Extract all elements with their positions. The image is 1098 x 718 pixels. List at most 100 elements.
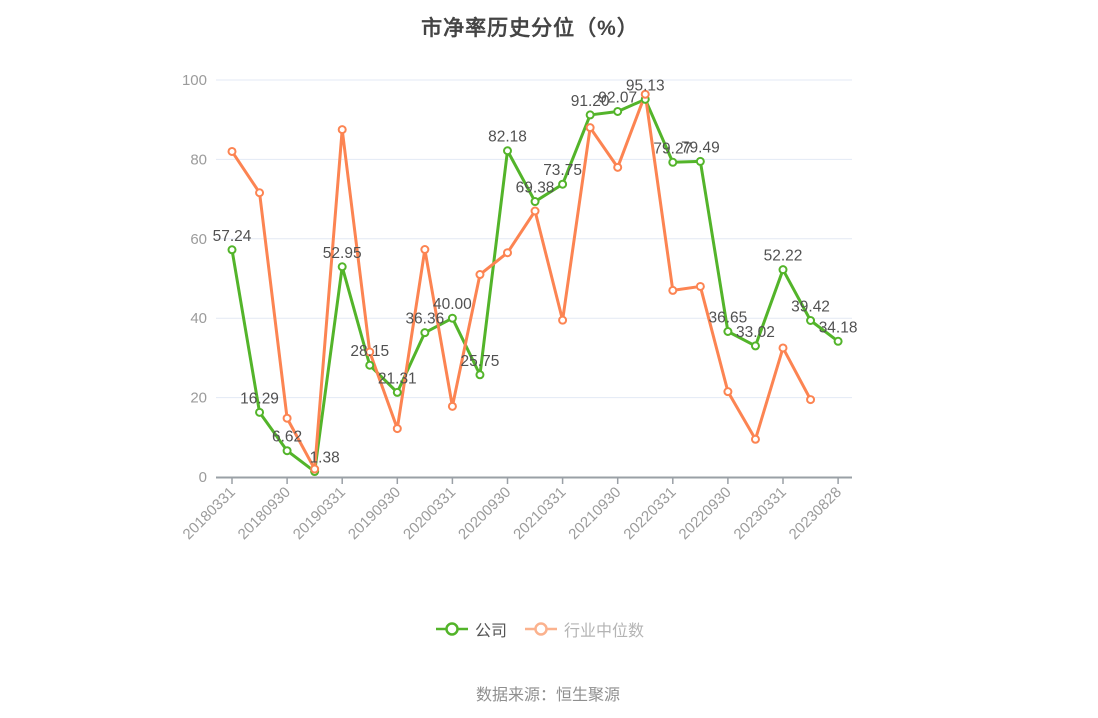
data-point-value-label: 36.36 bbox=[405, 311, 444, 328]
y-axis-labels: 0 20 40 60 80 100 bbox=[182, 72, 207, 486]
data-point-company[interactable] bbox=[475, 370, 485, 380]
series-company-markers bbox=[227, 94, 843, 477]
svg-text:20230828: 20230828 bbox=[786, 484, 845, 543]
data-point-median[interactable] bbox=[723, 387, 733, 397]
data-point-company[interactable] bbox=[282, 446, 292, 456]
data-point-value-label: 28.15 bbox=[350, 343, 389, 360]
series-median-line bbox=[230, 92, 813, 471]
x-axis-labels: 2018033120180930201903312019093020200331… bbox=[180, 484, 845, 543]
data-point-company[interactable] bbox=[750, 341, 760, 351]
data-point-median[interactable] bbox=[255, 188, 265, 198]
data-point-company[interactable] bbox=[503, 146, 512, 156]
svg-text:20220930: 20220930 bbox=[676, 484, 735, 543]
data-point-company[interactable] bbox=[695, 156, 705, 166]
data-point-median[interactable] bbox=[447, 401, 457, 411]
data-point-median[interactable] bbox=[475, 270, 485, 280]
data-point-median[interactable] bbox=[365, 347, 375, 357]
data-point-median[interactable] bbox=[750, 434, 760, 444]
data-point-median[interactable] bbox=[695, 281, 705, 291]
data-point-median[interactable] bbox=[282, 413, 292, 423]
data-point-company[interactable] bbox=[585, 110, 595, 120]
y-gridlines bbox=[216, 79, 852, 399]
svg-text:20200930: 20200930 bbox=[455, 484, 514, 543]
data-point-median[interactable] bbox=[640, 89, 650, 99]
legend-item-label: 行业中位数 bbox=[564, 623, 645, 640]
data-point-value-label: 57.24 bbox=[213, 228, 252, 245]
legend-line-marker-icon bbox=[525, 622, 557, 636]
svg-text:60: 60 bbox=[190, 231, 207, 248]
svg-text:20: 20 bbox=[190, 390, 207, 407]
svg-text:20220331: 20220331 bbox=[620, 484, 679, 543]
data-point-value-label: 73.75 bbox=[543, 162, 582, 179]
data-point-value-label: 40.00 bbox=[433, 296, 472, 313]
data-point-company[interactable] bbox=[420, 328, 430, 338]
chart-legend: 公司 行业中位数 bbox=[0, 615, 1080, 643]
legend-item-company[interactable]: 公司 bbox=[435, 617, 507, 641]
data-point-company[interactable] bbox=[723, 326, 733, 336]
data-point-company[interactable] bbox=[447, 313, 457, 323]
data-point-value-label: 34.18 bbox=[819, 319, 858, 336]
data-point-company[interactable] bbox=[255, 407, 265, 417]
data-point-median[interactable] bbox=[558, 315, 568, 325]
data-point-value-label: 82.18 bbox=[488, 129, 527, 146]
legend-item-label: 公司 bbox=[474, 623, 507, 640]
data-point-value-label: 6.62 bbox=[272, 429, 302, 446]
data-point-value-label: 16.29 bbox=[240, 390, 279, 407]
data-point-median[interactable] bbox=[503, 248, 512, 258]
data-point-company[interactable] bbox=[778, 265, 788, 275]
svg-text:80: 80 bbox=[190, 151, 207, 168]
data-point-value-label: 79.27 bbox=[653, 140, 692, 157]
series-company-value-labels: 57.24 16.29 6.62 1.38 52.95 28.15 21.31 36.3640… bbox=[213, 77, 858, 466]
svg-text:40: 40 bbox=[190, 310, 207, 327]
legend-item-median[interactable]: 行业中位数 bbox=[525, 617, 644, 641]
data-point-value-label: 92.07 bbox=[598, 89, 637, 106]
data-point-value-label: 33.02 bbox=[736, 324, 775, 341]
data-point-company[interactable] bbox=[227, 245, 237, 255]
data-point-value-label: 21.31 bbox=[378, 370, 417, 387]
data-point-company[interactable] bbox=[613, 106, 623, 116]
svg-text:20210930: 20210930 bbox=[565, 484, 624, 543]
data-point-value-label: 36.65 bbox=[709, 309, 748, 326]
data-point-median[interactable] bbox=[778, 343, 788, 353]
data-point-median[interactable] bbox=[337, 125, 347, 135]
svg-text:0: 0 bbox=[199, 469, 207, 486]
data-point-value-label: 95.13 bbox=[626, 77, 665, 94]
data-point-company[interactable] bbox=[392, 387, 402, 397]
data-point-median[interactable] bbox=[420, 245, 430, 255]
data-point-value-label: 91.20 bbox=[571, 93, 610, 110]
data-point-company[interactable] bbox=[668, 157, 678, 167]
data-point-value-label: 79.49 bbox=[681, 139, 720, 156]
line-chart-canvas: 0 20 40 60 80 100 2018033120180930201903312019… bbox=[180, 72, 858, 543]
x-axis-ticks bbox=[231, 478, 839, 484]
data-point-company[interactable] bbox=[558, 179, 568, 189]
data-point-company[interactable] bbox=[833, 336, 843, 346]
data-point-median[interactable] bbox=[310, 464, 320, 474]
data-point-company[interactable] bbox=[806, 316, 816, 326]
data-point-median[interactable] bbox=[392, 424, 402, 434]
data-point-median[interactable] bbox=[806, 395, 816, 405]
svg-text:20200331: 20200331 bbox=[400, 484, 459, 543]
svg-text:20230331: 20230331 bbox=[731, 484, 790, 543]
data-point-median[interactable] bbox=[585, 123, 595, 133]
data-point-company[interactable] bbox=[365, 360, 375, 370]
data-point-value-label: 39.42 bbox=[791, 299, 830, 316]
legend-line-marker-icon bbox=[435, 622, 468, 636]
data-point-value-label: 52.95 bbox=[323, 245, 362, 262]
data-point-value-label: 25.75 bbox=[461, 353, 500, 370]
data-point-company[interactable] bbox=[337, 262, 347, 272]
data-source-note: 数据来源：恒生聚源 bbox=[475, 687, 620, 704]
data-point-median[interactable] bbox=[530, 206, 540, 216]
data-point-value-label: 1.38 bbox=[310, 450, 340, 467]
svg-text:20190331: 20190331 bbox=[290, 484, 349, 543]
data-point-company[interactable] bbox=[530, 197, 540, 207]
data-point-value-label: 52.22 bbox=[764, 248, 803, 265]
data-point-median[interactable] bbox=[668, 285, 678, 295]
data-point-value-label: 69.38 bbox=[516, 180, 555, 197]
series-median-markers bbox=[227, 89, 816, 474]
svg-text:20190930: 20190930 bbox=[345, 484, 404, 543]
data-point-median[interactable] bbox=[613, 162, 623, 172]
data-point-median[interactable] bbox=[227, 146, 237, 156]
svg-text:20180331: 20180331 bbox=[180, 484, 239, 543]
series-company-line bbox=[230, 97, 840, 474]
